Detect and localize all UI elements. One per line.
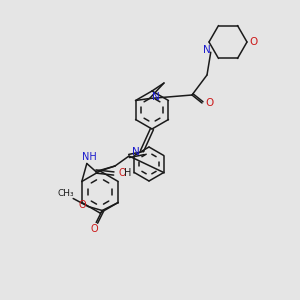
Text: O: O bbox=[205, 98, 213, 108]
Text: N: N bbox=[152, 92, 159, 101]
Text: O: O bbox=[90, 224, 98, 233]
Text: N: N bbox=[203, 45, 211, 55]
Text: H: H bbox=[124, 169, 131, 178]
Text: O: O bbox=[78, 200, 86, 209]
Text: N: N bbox=[132, 147, 140, 157]
Text: O: O bbox=[249, 37, 257, 47]
Text: O: O bbox=[118, 169, 126, 178]
Text: NH: NH bbox=[82, 152, 97, 161]
Text: CH₃: CH₃ bbox=[58, 189, 74, 198]
